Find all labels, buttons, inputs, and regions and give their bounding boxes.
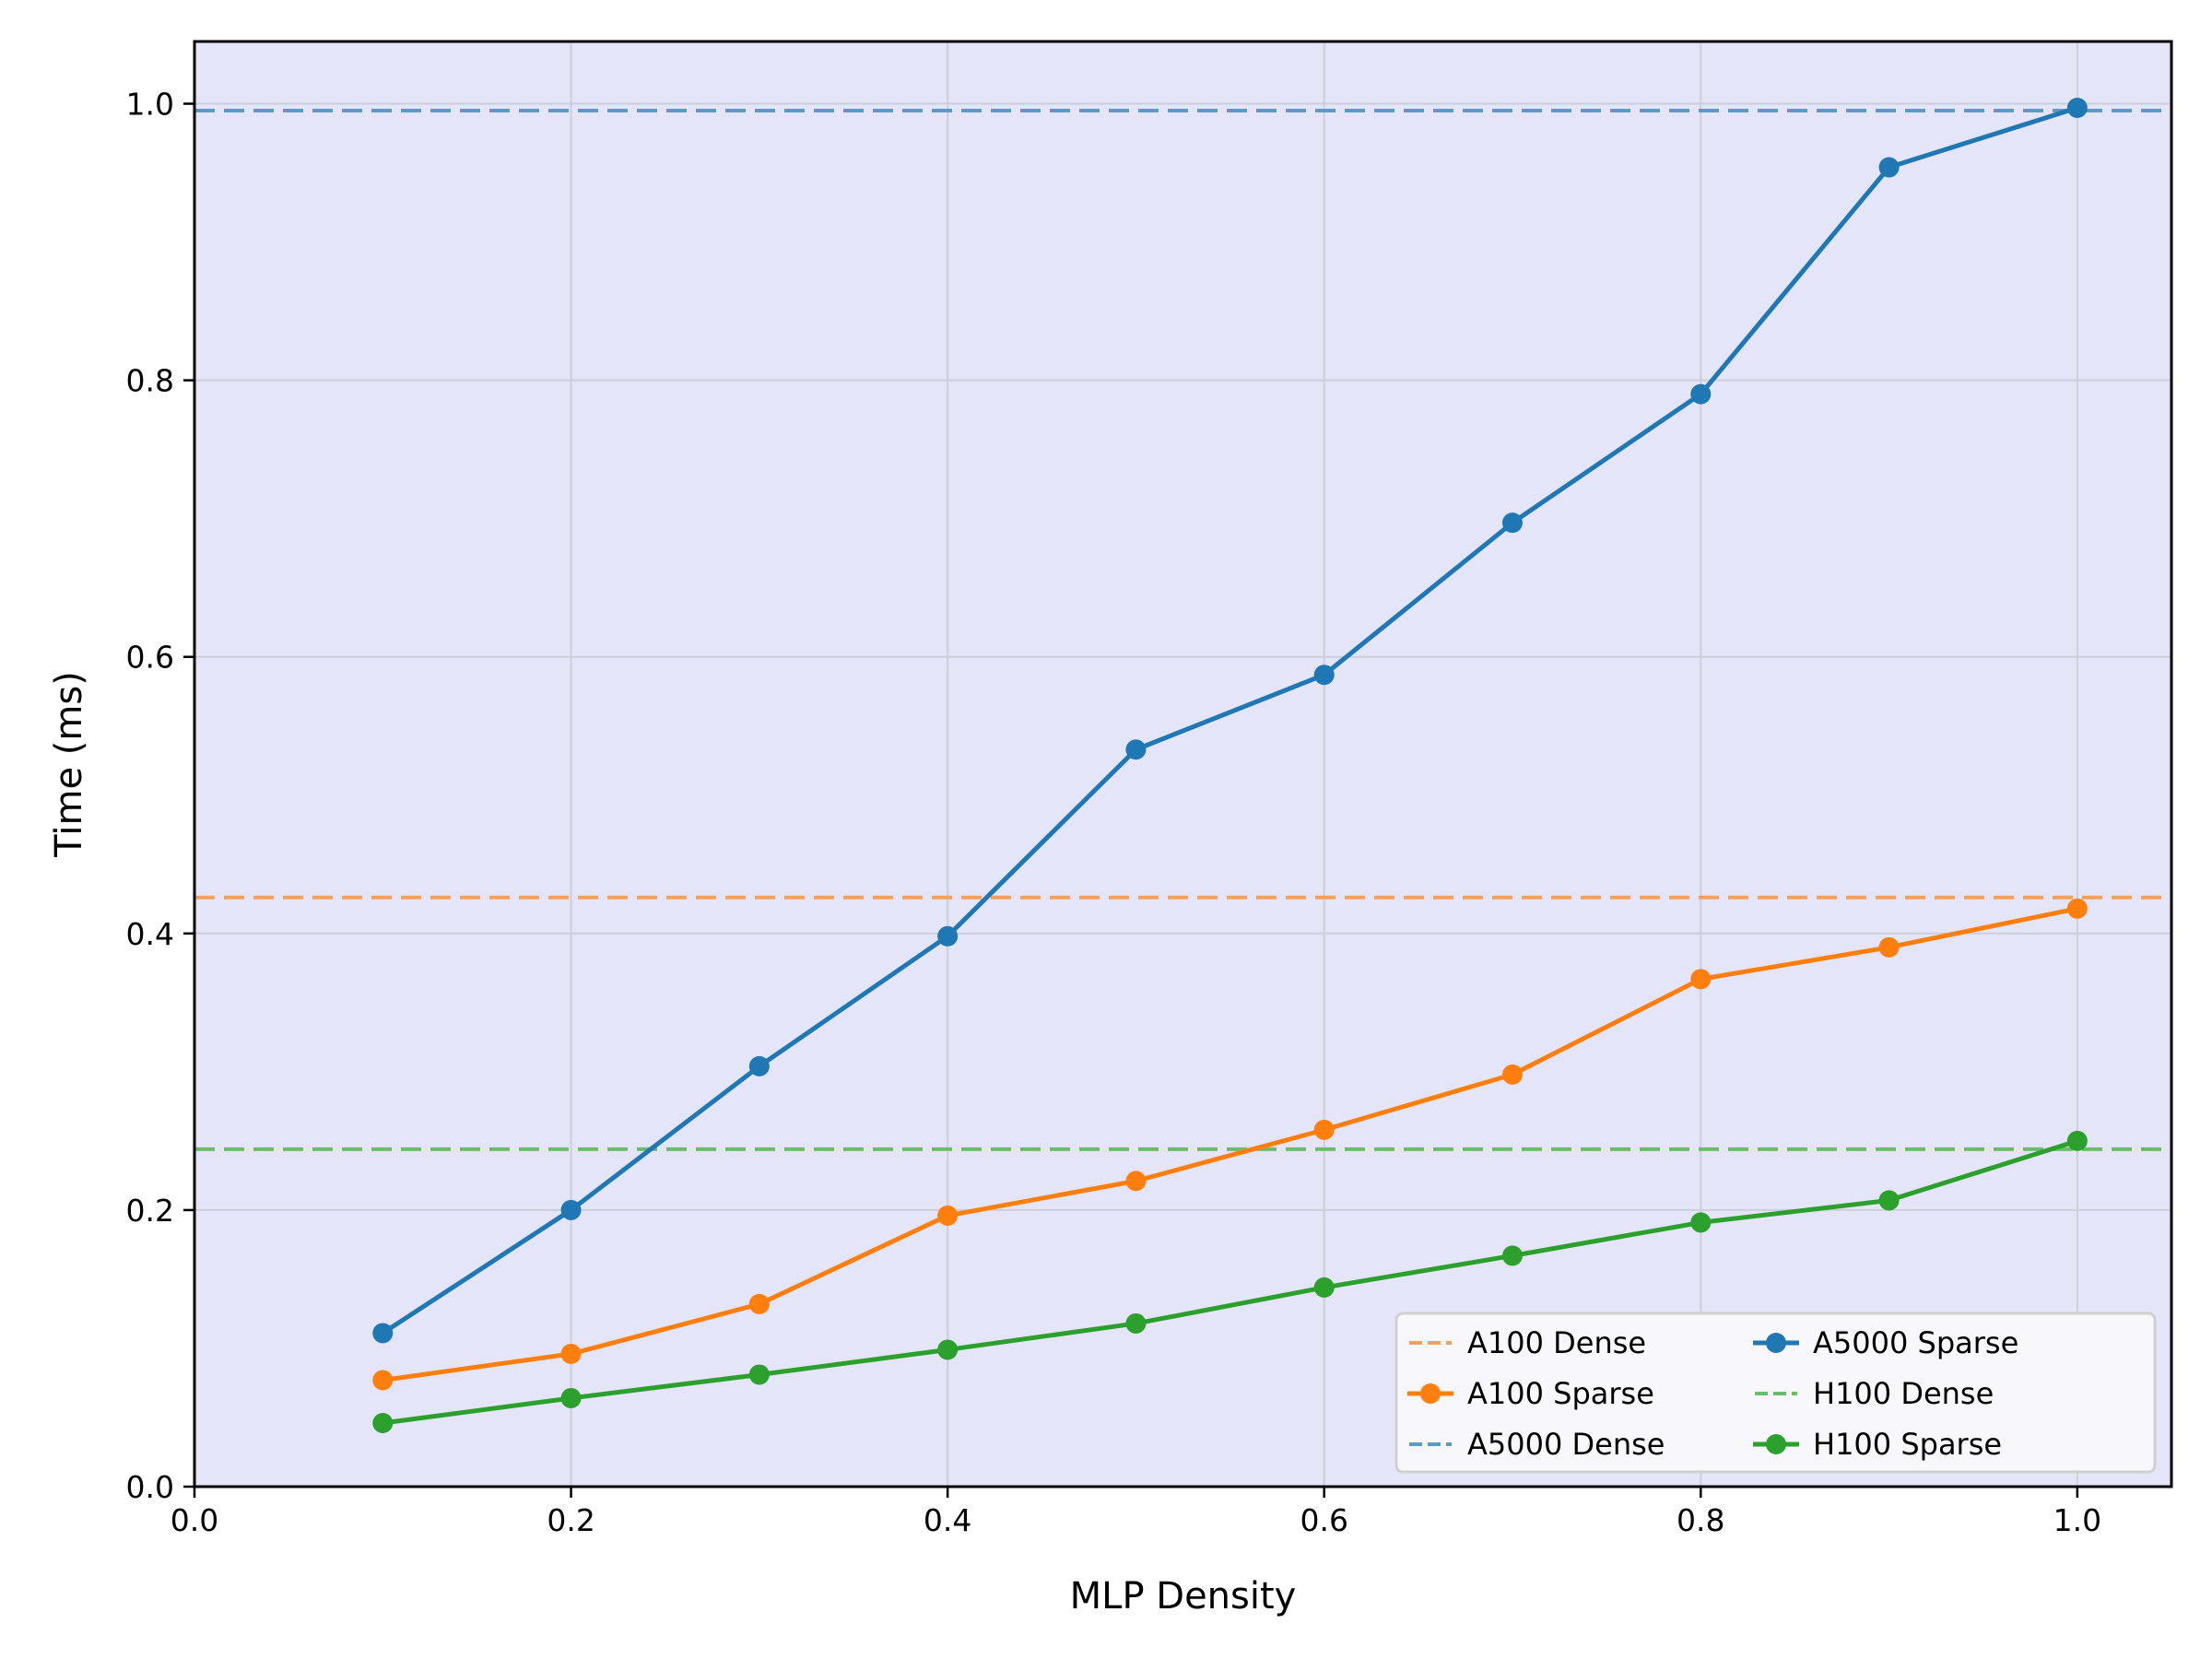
data-point-marker <box>1125 1312 1147 1334</box>
y-tick-label: 0.8 <box>126 363 174 399</box>
data-point-marker <box>748 1364 770 1385</box>
legend-label: A5000 Dense <box>1467 1427 1665 1462</box>
h100-sparse-series <box>372 1130 2088 1433</box>
x-tick-label: 0.6 <box>1300 1502 1347 1538</box>
legend-label: A100 Sparse <box>1467 1376 1654 1411</box>
data-point-marker <box>748 1293 770 1314</box>
y-axis-ticks: 0.0 0.2 0.4 0.6 0.8 1.0 <box>126 87 194 1505</box>
data-point-marker <box>1313 665 1335 686</box>
data-point-marker <box>1125 1171 1147 1192</box>
data-point-marker <box>1125 739 1147 760</box>
data-point-marker <box>560 1387 582 1408</box>
legend-item: H100 Dense <box>1755 1376 1994 1411</box>
data-point-marker <box>372 1370 394 1391</box>
data-point-marker <box>1313 1119 1335 1140</box>
axes-frame <box>193 40 2173 1488</box>
data-point-marker <box>2066 98 2088 119</box>
data-point-marker <box>937 1205 959 1226</box>
data-point-marker <box>372 1412 394 1433</box>
series-layer <box>194 98 2171 1433</box>
x-tick-label: 0.4 <box>924 1502 971 1538</box>
data-point-marker <box>748 1055 770 1077</box>
data-point-marker <box>372 1323 394 1344</box>
data-point-marker <box>2066 1130 2088 1151</box>
y-tick-label: 0.6 <box>126 640 174 676</box>
plot-area <box>194 41 2171 1487</box>
data-point-marker <box>1313 1277 1335 1298</box>
legend: A100 Dense A100 Sparse A5000 Dense A5000 Sp… <box>1394 1312 2157 1474</box>
data-point-marker <box>1690 383 1712 405</box>
a5000-sparse-series <box>372 98 2088 1344</box>
x-tick-label: 0.0 <box>171 1502 218 1538</box>
legend-label: A5000 Sparse <box>1813 1325 2018 1360</box>
x-tick-label: 0.8 <box>1677 1502 1724 1538</box>
legend-label: H100 Sparse <box>1813 1427 2002 1462</box>
data-point-marker <box>1502 1245 1523 1266</box>
legend-item: A100 Sparse <box>1407 1376 1654 1411</box>
legend-item: A5000 Dense <box>1409 1427 1665 1462</box>
data-point-marker <box>560 1199 582 1220</box>
data-point-marker <box>1690 969 1712 990</box>
y-tick-label: 1.0 <box>126 87 174 123</box>
data-point-marker <box>1878 1190 1900 1211</box>
y-tick-label: 0.4 <box>126 916 174 952</box>
data-point-marker <box>1502 1064 1523 1085</box>
data-point-marker <box>1878 157 1900 178</box>
x-axis-title: MLP Density <box>1070 1575 1297 1618</box>
data-point-marker <box>2066 898 2088 919</box>
x-axis-ticks: 0.0 0.2 0.4 0.6 0.8 1.0 <box>171 1487 2101 1538</box>
legend-item: A5000 Sparse <box>1753 1325 2018 1360</box>
data-point-marker <box>937 1339 959 1360</box>
data-point-marker <box>1878 936 1900 958</box>
legend-label: H100 Dense <box>1813 1376 1994 1411</box>
y-tick-label: 0.2 <box>126 1193 174 1229</box>
data-point-marker <box>1502 512 1523 534</box>
data-point-marker <box>560 1343 582 1364</box>
y-tick-label: 0.0 <box>126 1469 174 1505</box>
legend-label: A100 Dense <box>1467 1325 1646 1360</box>
legend-item: H100 Sparse <box>1753 1427 2002 1462</box>
y-axis-title: Time (ms) <box>48 671 90 858</box>
a100-sparse-series <box>372 898 2088 1391</box>
x-tick-label: 0.2 <box>547 1502 594 1538</box>
legend-item: A100 Dense <box>1409 1325 1646 1360</box>
x-tick-label: 1.0 <box>2053 1502 2101 1538</box>
data-point-marker <box>937 925 959 947</box>
data-point-marker <box>1690 1212 1712 1233</box>
